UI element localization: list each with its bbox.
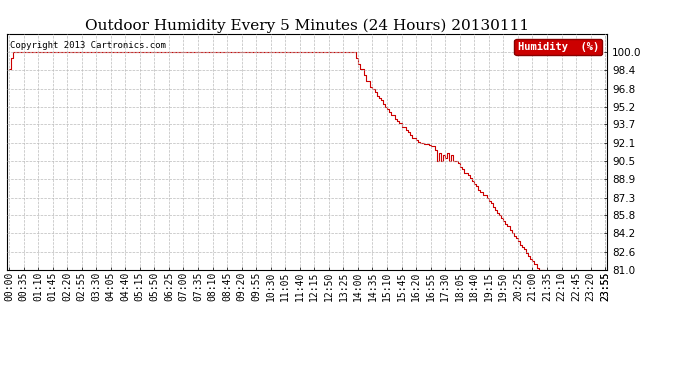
Title: Outdoor Humidity Every 5 Minutes (24 Hours) 20130111: Outdoor Humidity Every 5 Minutes (24 Hou… bbox=[85, 18, 529, 33]
Legend: Humidity  (%): Humidity (%) bbox=[515, 39, 602, 55]
Text: Copyright 2013 Cartronics.com: Copyright 2013 Cartronics.com bbox=[10, 41, 166, 50]
